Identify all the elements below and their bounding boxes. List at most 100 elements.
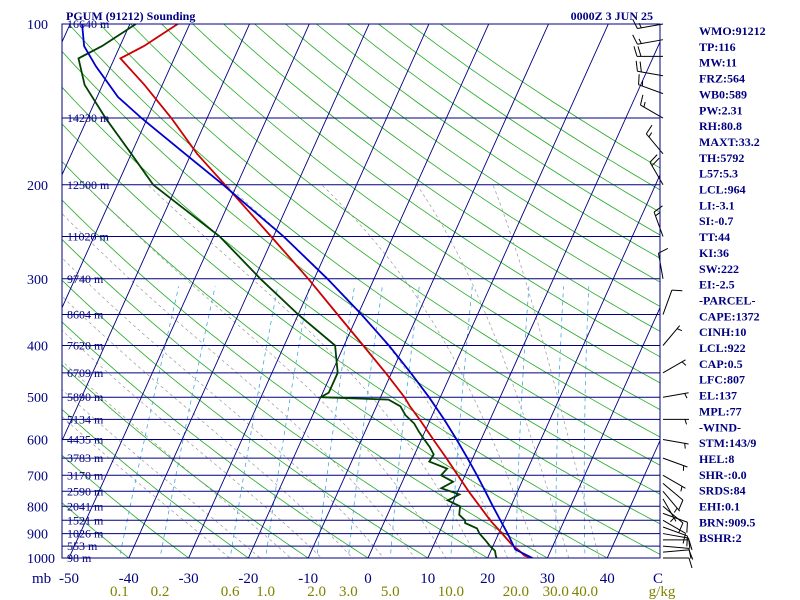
height-label: 1521 m (67, 513, 104, 527)
mixing-ratio-label: 2.0 (307, 584, 326, 600)
height-label: 5134 m (67, 412, 104, 426)
temperature-tick-label: -30 (179, 571, 199, 587)
height-label: 3783 m (67, 451, 104, 465)
wind-barb-flag (639, 94, 644, 106)
temperature-tick-label: -10 (298, 571, 318, 587)
mixing-ratio-label: 40.0 (572, 584, 598, 600)
pressure-tick-label: 300 (27, 273, 48, 288)
wind-barb-flag (688, 548, 692, 559)
stat-line: SI:-0.7 (699, 214, 733, 228)
wind-barb (632, 34, 664, 45)
wind-barb (633, 46, 663, 57)
wind-barb-staff (662, 545, 689, 549)
dry-adiabat (99, 24, 660, 438)
height-label: 14230 m (67, 111, 110, 125)
isotherm (68, 24, 310, 558)
mixing-ratio-line (118, 286, 180, 558)
mixing-ratio-label: 3.0 (339, 584, 358, 600)
moist-adiabat (62, 415, 231, 558)
height-label: 11020 m (67, 229, 110, 243)
wind-barb-flag (649, 154, 658, 163)
stat-line: LFC:807 (699, 373, 745, 387)
stat-line: LCL:964 (699, 183, 746, 197)
wind-barb (662, 519, 687, 544)
wind-barbs (632, 18, 694, 569)
wind-barb-half-flag (684, 443, 686, 449)
wind-barb (662, 526, 688, 547)
moist-adiabat (147, 184, 478, 558)
height-label: 7620 m (67, 339, 104, 353)
isotherm (128, 24, 370, 558)
series-parcel-line (81, 24, 533, 558)
wind-barb-half-flag (638, 38, 642, 44)
wind-barb (662, 359, 687, 374)
stat-line: HEL:8 (699, 452, 734, 466)
pressure-tick-label: 100 (27, 18, 48, 33)
stat-line: EHI:0.1 (699, 500, 740, 514)
temperature-tick-label: -20 (238, 571, 258, 587)
wind-barb-staff (662, 439, 689, 445)
wind-barb-staff (662, 490, 681, 512)
wind-barb-flag (678, 499, 684, 510)
wind-barb-staff (662, 519, 686, 534)
wind-barb-half-flag (676, 328, 683, 332)
wind-barb-flag (686, 522, 688, 533)
stat-line: MAXT:33.2 (699, 135, 760, 149)
wind-barb (649, 154, 664, 186)
mixing-ratio-line (229, 286, 279, 558)
wind-barb (662, 289, 683, 315)
wind-barb (662, 457, 688, 471)
isotherm (427, 40, 660, 558)
temperature-tick-label: 20 (480, 571, 495, 587)
stat-line: FRZ:564 (699, 72, 745, 86)
moist-adiabat (62, 360, 292, 558)
chart-valid-time: 0000Z 3 JUN 25 (571, 9, 653, 23)
wind-barb-flag (635, 60, 638, 72)
stat-line: SHR-:0.0 (699, 468, 747, 482)
wind-barb-staff (637, 23, 664, 30)
stat-line: SW:222 (699, 262, 739, 276)
wind-barb (662, 474, 686, 492)
wind-barb-flag (653, 205, 663, 213)
wind-barb (662, 483, 684, 510)
stat-line: L57:5.3 (699, 167, 738, 181)
height-label: 5890 m (67, 390, 104, 404)
height-label: 4435 m (67, 433, 104, 447)
wind-barb-flag (638, 74, 640, 85)
wind-barb-staff (640, 104, 664, 119)
dry-adiabat (62, 86, 660, 525)
wind-barb-staff (662, 457, 688, 468)
stat-line: BSHR:2 (699, 531, 742, 545)
temperature-tick-label: -50 (59, 571, 79, 587)
pressure-tick-label: 800 (27, 500, 48, 515)
series-dewpoint-line (77, 24, 498, 558)
temperature-tick-label: -40 (119, 571, 139, 587)
height-label: 3170 m (67, 468, 104, 482)
stat-line: WB0:589 (699, 87, 747, 101)
isotherm (62, 24, 250, 442)
wind-barb-staff (637, 70, 664, 77)
moist-adiabat (62, 213, 416, 558)
mixing-ratio-label: 10.0 (438, 584, 464, 600)
sounding-profiles (77, 24, 533, 558)
stat-line: LI:-3.1 (699, 198, 735, 212)
stat-line: TH:5792 (699, 151, 744, 165)
stat-line: MPL:77 (699, 404, 742, 418)
stat-line: KI:36 (699, 246, 729, 260)
dry-adiabat (62, 123, 660, 555)
wind-barb-flag (678, 522, 684, 533)
moist-adiabat (62, 257, 385, 558)
stat-line: BRN:909.5 (699, 515, 755, 529)
stat-line: -WIND- (699, 420, 741, 434)
stat-line: STM:143/9 (699, 436, 756, 450)
moist-adiabat (62, 389, 261, 558)
isotherm (62, 24, 191, 309)
wind-barb-half-flag (643, 101, 646, 108)
isotherm (0, 12, 16, 569)
stat-line: TP:116 (699, 40, 736, 54)
dry-adiabat (62, 364, 309, 558)
isotherm (367, 24, 609, 558)
